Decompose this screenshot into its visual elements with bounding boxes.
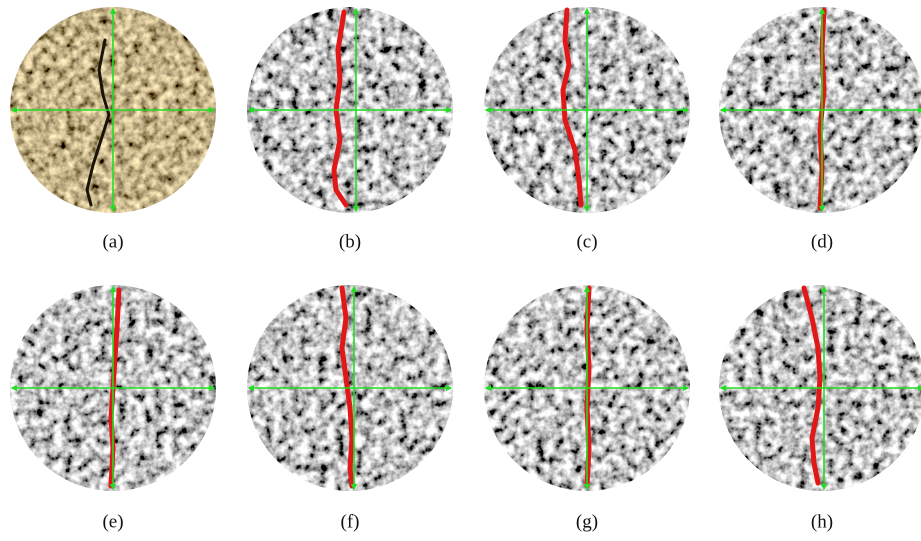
panel-label: (b) xyxy=(339,231,361,252)
panel: (e) xyxy=(10,285,216,532)
panel: (b) xyxy=(247,7,453,252)
panel-label: (a) xyxy=(102,231,123,252)
panel: (h) xyxy=(719,285,921,532)
panel-label: (g) xyxy=(576,511,598,532)
page: {"figure": {"panels": [ {"label": "(a)"}… xyxy=(0,0,921,541)
panel-label: (c) xyxy=(576,231,597,252)
panel-label: (h) xyxy=(811,511,833,532)
panel: (c) xyxy=(484,7,690,252)
panel: (g) xyxy=(484,285,690,532)
panel: (a) xyxy=(10,7,216,252)
panel-label: (d) xyxy=(811,231,833,252)
panel-label: (f) xyxy=(341,511,360,532)
panel: (f) xyxy=(247,285,453,532)
figure: (a) (b) (c) (d) (e) (f) (g) (h) xyxy=(0,0,921,541)
panel: (d) xyxy=(719,7,921,252)
panel-label: (e) xyxy=(102,511,123,532)
